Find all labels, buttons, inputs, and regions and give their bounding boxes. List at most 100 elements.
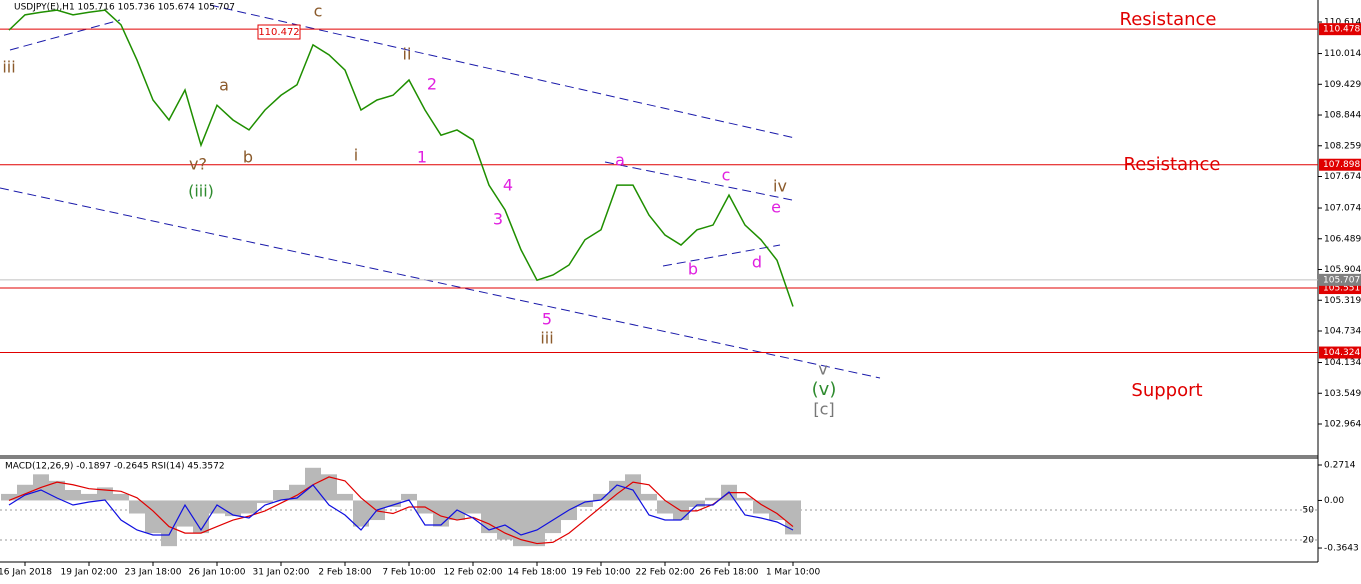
macd-bar (193, 500, 209, 534)
symbol-header: USDJPY(E),H1 105.716 105.736 105.674 105… (14, 3, 235, 13)
x-tick-label: 12 Feb 02:00 (443, 568, 502, 578)
macd-bar (737, 497, 753, 501)
x-tick-label: 1 Mar 10:00 (766, 568, 821, 578)
macd-bar (401, 493, 417, 501)
y-tick-label: 103.549 (1324, 389, 1361, 399)
macd-bar (513, 500, 529, 547)
level-label: 105.551 (1323, 284, 1360, 294)
macd-bar (65, 489, 81, 501)
wave-label: 4 (503, 176, 513, 195)
y-tick-label: 108.844 (1324, 111, 1361, 121)
macd-bar (225, 500, 241, 517)
macd-bar (657, 500, 673, 514)
macd-bar (337, 493, 353, 501)
x-tick-label: 22 Feb 02:00 (635, 568, 694, 578)
wave-label: i (354, 146, 358, 165)
wave-label: a (219, 76, 229, 95)
trend-line (604, 161, 793, 201)
level-label: 110.478 (1323, 25, 1360, 35)
macd-bar (113, 493, 129, 501)
wave-label: (iii) (188, 182, 214, 201)
trend-line (0, 187, 881, 379)
macd-bar (385, 500, 401, 507)
indicator-header: MACD(12,26,9) -0.1897 -0.2645 RSI(14) 45… (5, 462, 225, 472)
macd-bar (593, 493, 609, 501)
macd-bar (785, 500, 801, 535)
indicator-line (8, 484, 794, 536)
y2-tick-label: 20 (1303, 536, 1315, 546)
macd-bar (689, 500, 705, 507)
wave-label: iii (2, 58, 15, 77)
x-tick-label: 26 Jan 10:00 (189, 568, 246, 578)
macd-bar (241, 500, 257, 514)
x-tick-label: 7 Feb 10:00 (382, 568, 436, 578)
y-tick-label: 104.734 (1324, 326, 1361, 336)
wave-label: iii (540, 329, 553, 348)
macd-bar (321, 474, 337, 501)
macd-bar (1, 493, 17, 501)
wave-label: b (688, 260, 698, 279)
macd-bar (273, 489, 289, 501)
macd-bar (145, 500, 161, 534)
trend-line (9, 19, 121, 51)
wave-label: b (243, 148, 253, 167)
y-tick-label: 110.614 (1324, 18, 1361, 28)
y-tick-label: 105.319 (1324, 296, 1361, 306)
wave-label: e (771, 198, 781, 217)
level-label-box (1319, 23, 1361, 36)
y-tick-label: 107.674 (1324, 172, 1361, 182)
wave-label: c (314, 2, 323, 21)
level-label: 107.898 (1323, 160, 1360, 170)
macd-bar (177, 500, 193, 527)
trend-line (209, 4, 796, 139)
macd-bar (641, 493, 657, 501)
y-tick-label: -0.3643 (1324, 544, 1359, 554)
wave-label: 2 (427, 75, 437, 94)
wave-label: a (615, 151, 625, 170)
macd-bar (705, 497, 721, 501)
macd-bar (353, 500, 369, 527)
macd-bar (497, 500, 513, 540)
wave-label: v? (189, 155, 207, 174)
macd-bar (81, 493, 97, 501)
wave-label: 5 (542, 310, 552, 329)
last-price-box (1319, 273, 1361, 286)
y-tick-label: 105.904 (1324, 265, 1361, 275)
macd-bar (625, 474, 641, 501)
x-tick-label: 14 Feb 18:00 (507, 568, 566, 578)
macd-bar (753, 500, 769, 514)
y-tick-label: 106.489 (1324, 234, 1361, 244)
x-tick-label: 19 Feb 10:00 (571, 568, 630, 578)
annotation-box (257, 24, 301, 40)
y-tick-label: 110.014 (1324, 49, 1361, 59)
x-tick-label: 19 Jan 02:00 (61, 568, 118, 578)
trend-line (662, 244, 781, 267)
macd-bar (465, 500, 481, 514)
macd-bar (129, 500, 145, 514)
wave-label: [c] (813, 400, 834, 419)
wave-label: Resistance (1120, 9, 1217, 30)
x-tick-label: 2 Feb 18:00 (318, 568, 372, 578)
x-tick-label: 23 Jan 18:00 (125, 568, 182, 578)
price-line (8, 9, 794, 307)
y-tick-label: 0.00 (1324, 496, 1344, 506)
wave-label: (v) (812, 379, 837, 400)
wave-label: ii (403, 45, 412, 64)
macd-bar (529, 500, 545, 547)
macd-bar (209, 500, 225, 514)
channel-lines (0, 4, 881, 379)
y-tick-label: 109.429 (1324, 80, 1361, 90)
y-tick-label: 108.259 (1324, 141, 1361, 151)
macd-bar (257, 500, 273, 504)
wave-label: Support (1131, 380, 1202, 401)
y-tick-label: 107.074 (1324, 204, 1361, 214)
y-tick-label: 104.134 (1324, 358, 1361, 368)
indicator-line (8, 476, 794, 545)
wave-label: c (722, 166, 731, 185)
x-tick-label: 26 Feb 18:00 (699, 568, 758, 578)
wave-label: Resistance (1124, 154, 1221, 175)
y-tick-label: 102.964 (1324, 419, 1361, 429)
wave-label: v (818, 360, 827, 379)
